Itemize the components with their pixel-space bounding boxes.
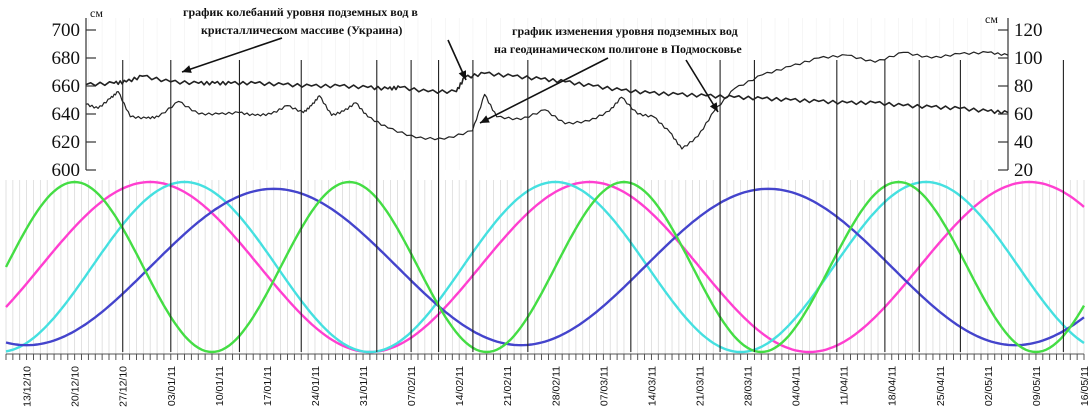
- annotations: график колебаний уровня подземных вод в …: [181, 5, 742, 124]
- annotation-arrows: [181, 37, 719, 124]
- right-axis-unit: см: [985, 12, 998, 26]
- date-tick-label: 28/03/11: [743, 366, 755, 406]
- date-tick-label: 24/01/11: [310, 366, 322, 406]
- right-tick-label: 120: [1014, 20, 1043, 41]
- right-tick-label: 80: [1014, 76, 1033, 97]
- date-tick-label: 03/01/11: [166, 366, 178, 406]
- annotation-arrow: [181, 37, 283, 73]
- annotation-arrowhead: [480, 115, 490, 123]
- date-tick-label: 25/04/11: [935, 366, 947, 406]
- date-axis-ticks: [5, 354, 1085, 360]
- series-moscow-line: [85, 51, 1009, 150]
- right-tick-label: 60: [1014, 104, 1033, 125]
- left-axis-ticks: 700 680 660 640 620 600: [52, 20, 96, 181]
- date-tick-label: 17/01/11: [262, 366, 274, 406]
- date-tick-label: 21/03/11: [695, 366, 707, 406]
- series-ukraine-line: [85, 71, 1009, 115]
- sine-series-line: [5, 180, 1085, 354]
- annotation-ukraine-line1: график колебаний уровня подземных вод в: [183, 5, 418, 19]
- left-tick-label: 620: [52, 132, 81, 153]
- left-axis-unit: см: [90, 6, 103, 20]
- vertical-marker-lines: [122, 60, 1064, 352]
- cycle-curves-panel: 13/12/10 20/12/10 27/12/10 03/01/11 10/01/11…: [4, 180, 1088, 407]
- annotation-ukraine-line2: кристаллическом массиве (Украина): [201, 23, 402, 37]
- date-tick-label: 27/12/10: [118, 366, 130, 407]
- annotation-arrowhead: [709, 102, 718, 112]
- date-tick-label: 02/05/11: [983, 366, 995, 406]
- left-tick-label: 640: [52, 104, 81, 125]
- right-tick-label: 100: [1014, 48, 1043, 69]
- annotation-arrow: [479, 57, 609, 124]
- date-tick-label: 28/02/11: [550, 366, 562, 406]
- date-tick-label: 14/02/11: [454, 366, 466, 406]
- date-tick-label: 07/02/11: [406, 366, 418, 406]
- sine-series-line: [5, 180, 1085, 354]
- date-tick-label: 10/01/11: [214, 366, 226, 406]
- annotation-arrow: [685, 59, 719, 113]
- date-tick-label: 14/03/11: [646, 366, 658, 406]
- annotation-arrowhead: [182, 65, 192, 73]
- left-tick-label: 680: [52, 48, 81, 69]
- date-tick-label: 11/04/11: [839, 366, 851, 405]
- sine-series-line: [4, 180, 1086, 354]
- date-tick-label: 09/05/11: [1031, 366, 1043, 406]
- date-tick-label: 13/12/10: [22, 366, 34, 407]
- groundwater-series: [85, 51, 1009, 150]
- date-tick-label: 07/03/11: [598, 366, 610, 406]
- date-tick-label: 31/01/11: [358, 366, 370, 406]
- date-tick-label: 20/12/10: [70, 366, 82, 407]
- date-axis-labels: 13/12/10 20/12/10 27/12/10 03/01/11 10/01/11…: [22, 366, 1088, 407]
- date-tick-label: 21/02/11: [502, 366, 514, 406]
- right-tick-label: 20: [1014, 160, 1033, 181]
- annotation-arrowhead: [458, 70, 466, 80]
- left-tick-label: 660: [52, 76, 81, 97]
- annotation-moscow-line1: график изменения уровня подземных вод: [512, 24, 738, 38]
- date-tick-label: 04/04/11: [791, 366, 803, 406]
- right-axis-ticks: 120 100 80 60 40 20: [998, 20, 1043, 181]
- sine-series-line: [5, 187, 1085, 347]
- annotation-moscow-line2: на геодинамическом полигоне в Подмосковь…: [494, 42, 742, 56]
- bottom-daily-gridlines: [5, 180, 1085, 354]
- sine-series: [4, 180, 1086, 354]
- date-tick-label: 16/05/11: [1079, 366, 1088, 406]
- right-tick-label: 40: [1014, 132, 1033, 153]
- date-tick-label: 18/04/11: [887, 366, 899, 406]
- left-tick-label: 600: [52, 160, 81, 181]
- left-tick-label: 700: [52, 20, 81, 41]
